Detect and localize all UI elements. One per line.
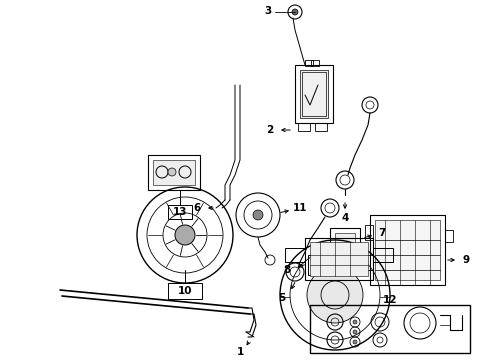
Text: 4: 4 (342, 213, 349, 223)
Circle shape (292, 9, 298, 15)
Bar (340, 260, 352, 266)
Bar (315, 123, 327, 131)
Circle shape (353, 340, 357, 344)
Text: 9: 9 (463, 255, 469, 265)
Bar (335, 233, 355, 255)
Bar (302, 72, 326, 116)
Bar (445, 230, 453, 242)
Text: 7: 7 (378, 228, 386, 238)
Bar (298, 123, 310, 131)
Bar (375, 220, 440, 280)
Bar (370, 215, 445, 285)
Bar (308, 255, 333, 275)
Text: 11: 11 (293, 203, 307, 213)
Text: 3: 3 (265, 6, 271, 16)
Circle shape (353, 330, 357, 334)
Bar (148, 155, 200, 190)
Circle shape (353, 320, 357, 324)
Bar (310, 242, 368, 276)
Bar (330, 228, 360, 260)
Text: 1: 1 (236, 347, 244, 357)
Text: 10: 10 (178, 286, 192, 296)
Text: 12: 12 (383, 295, 397, 305)
Bar (310, 305, 470, 353)
Text: 8: 8 (283, 265, 291, 275)
Bar (365, 225, 373, 240)
Bar (295, 65, 333, 123)
Circle shape (253, 210, 263, 220)
Circle shape (307, 267, 363, 323)
Text: 6: 6 (194, 203, 200, 213)
Bar (168, 205, 192, 219)
Text: 13: 13 (173, 207, 187, 217)
Bar (365, 255, 373, 270)
Bar (312, 258, 327, 270)
Bar (168, 283, 202, 299)
Bar (305, 238, 373, 280)
Bar (373, 248, 393, 262)
Text: 2: 2 (267, 125, 273, 135)
Circle shape (168, 168, 176, 176)
Circle shape (175, 225, 195, 245)
Bar (311, 60, 319, 66)
Bar (153, 160, 195, 185)
Bar (285, 248, 305, 262)
Text: 5: 5 (278, 293, 286, 303)
Bar (300, 70, 328, 118)
Bar (305, 60, 313, 66)
